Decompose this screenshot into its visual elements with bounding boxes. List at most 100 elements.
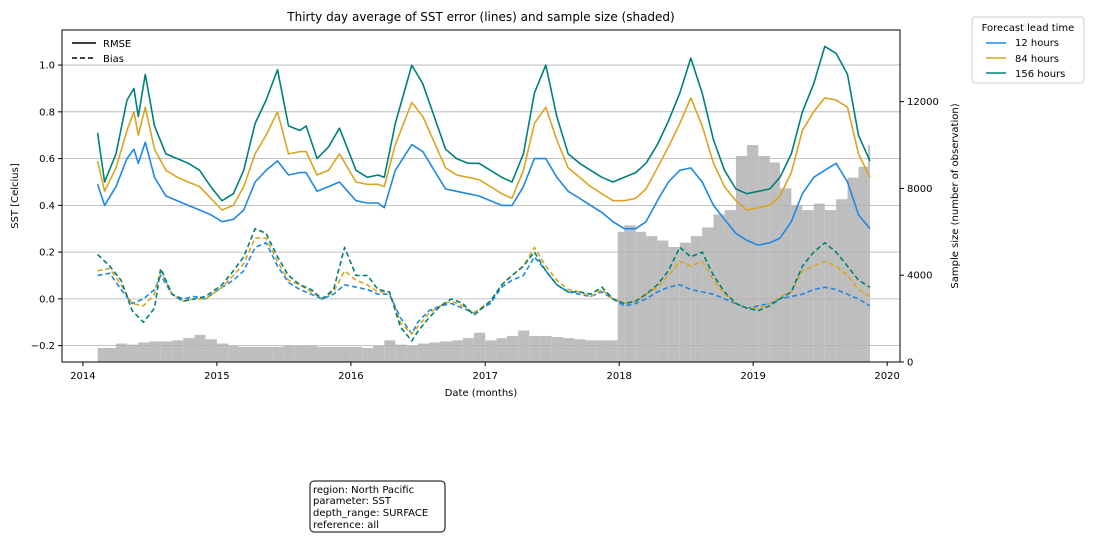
- sample-size-bar: [791, 205, 803, 362]
- sample-size-bar: [506, 335, 519, 362]
- sample-size-bar: [813, 203, 825, 362]
- sample-size-bar: [97, 347, 105, 362]
- sample-size-bar: [779, 188, 792, 362]
- sample-size-bar: [160, 341, 173, 362]
- sample-size-bar: [272, 346, 284, 362]
- series-legend: Forecast lead time 12 hours 84 hours 156…: [971, 16, 1085, 84]
- sample-size-bar: [440, 341, 452, 362]
- y-axis-ticks: −0.2 0.0 0.2 0.4 0.6 0.8 1.0: [31, 61, 62, 352]
- sample-size-bar: [758, 155, 770, 362]
- sample-size-bar: [283, 345, 295, 362]
- y-tick-label: 1.0: [39, 61, 55, 72]
- sample-size-bar: [294, 345, 307, 362]
- sample-size-bar: [317, 346, 329, 362]
- sample-size-bar: [104, 347, 116, 362]
- sample-size-bar: [585, 340, 597, 362]
- y-right-axis-label: Sample size (number of observation): [950, 103, 961, 288]
- y-tick-label: 0.8: [39, 107, 55, 118]
- sample-size-bar: [868, 145, 871, 362]
- sample-size-bar: [306, 345, 318, 362]
- sample-size-bar: [406, 345, 418, 362]
- sample-size-bar: [724, 210, 736, 362]
- sample-size-bar: [172, 340, 184, 362]
- x-tick-label: 2019: [740, 371, 765, 382]
- y-tick-label: −0.2: [31, 341, 55, 352]
- y-tick-label: 0.2: [39, 248, 55, 259]
- y-tick-label: 0.0: [39, 294, 55, 305]
- series-lines: [96, 45, 871, 342]
- legend-84h-label: 84 hours: [1015, 54, 1059, 65]
- info-parameter: parameter: SST: [313, 496, 392, 507]
- info-box: region: North Pacific parameter: SST dep…: [309, 480, 446, 533]
- x-tick-label: 2020: [874, 371, 899, 382]
- sample-size-bar: [858, 166, 869, 362]
- y-tick-label: 0.4: [39, 201, 55, 212]
- sample-size-bar: [746, 145, 759, 362]
- sample-size-bar: [362, 347, 373, 362]
- sample-size-bar: [194, 334, 206, 362]
- legend-12h-label: 12 hours: [1015, 38, 1059, 49]
- sample-size-area: [97, 145, 871, 362]
- x-tick-label: 2017: [472, 371, 497, 382]
- sample-size-bar: [249, 346, 261, 362]
- x-axis-ticks: 2014 2015 2016 2017 2018 2019 2020: [70, 362, 900, 382]
- y-tick-label: 0.6: [39, 154, 55, 165]
- sample-size-bar: [126, 344, 139, 362]
- sample-size-bar: [496, 338, 507, 362]
- sample-size-bar: [529, 335, 541, 362]
- sample-size-bar: [228, 345, 239, 362]
- sample-size-bar: [149, 341, 161, 362]
- x-tick-label: 2014: [70, 371, 95, 382]
- sample-size-bar: [836, 199, 848, 362]
- sample-size-bar: [350, 346, 363, 362]
- sample-size-bar: [429, 342, 441, 362]
- legend-156h-label: 156 hours: [1015, 69, 1065, 80]
- sample-size-bar: [451, 340, 463, 362]
- info-depth-range: depth_range: SURFACE: [313, 508, 428, 519]
- sample-size-bar: [395, 344, 407, 362]
- sample-size-bar: [417, 343, 430, 362]
- sample-size-bar: [574, 339, 586, 362]
- sample-size-bar: [183, 338, 195, 362]
- sample-size-bar: [551, 337, 564, 362]
- rmse-line-156-hours: [96, 45, 871, 202]
- sample-size-bar: [679, 242, 691, 362]
- sample-size-bar: [612, 340, 618, 362]
- plot-frame: [61, 29, 901, 363]
- sample-size-bar: [702, 227, 714, 362]
- y-right-axis-ticks: 0 4000 8000 12000: [900, 97, 939, 369]
- sample-size-bar: [115, 343, 127, 362]
- sample-size-bar: [138, 342, 150, 362]
- bias-line-84-hours: [97, 237, 871, 335]
- style-legend: RMSE Bias: [72, 39, 131, 65]
- sample-size-bar: [847, 177, 859, 362]
- x-tick-label: 2018: [606, 371, 631, 382]
- info-reference: reference: all: [313, 520, 379, 531]
- sample-size-bar: [339, 346, 351, 362]
- sample-size-bar: [216, 343, 229, 362]
- rmse-line-12-hours: [96, 141, 871, 246]
- sample-size-bar: [735, 155, 747, 362]
- sample-size-bar: [260, 346, 273, 362]
- grid-lines: [62, 64, 900, 347]
- info-box-frame: [309, 480, 446, 533]
- sample-size-bar: [205, 339, 217, 362]
- sample-size-bar: [668, 246, 680, 362]
- sample-size-bar: [372, 345, 385, 362]
- bias-line-156-hours: [97, 227, 871, 342]
- x-tick-label: 2016: [338, 371, 363, 382]
- sample-size-bar: [596, 340, 613, 362]
- rmse-line-84-hours: [96, 97, 871, 211]
- y-right-tick-label: 4000: [907, 271, 932, 282]
- sample-size-bar: [238, 346, 250, 362]
- sample-size-bar: [328, 346, 340, 362]
- series-legend-frame: [971, 16, 1085, 84]
- sample-size-bar: [769, 162, 780, 362]
- sample-size-bar: [462, 338, 474, 362]
- sample-size-bar: [624, 225, 636, 362]
- sample-size-bar: [563, 338, 575, 362]
- legend-rmse-label: RMSE: [103, 39, 131, 50]
- sample-size-bar: [802, 210, 814, 362]
- series-legend-title: Forecast lead time: [982, 23, 1075, 34]
- sample-size-bar: [518, 330, 530, 362]
